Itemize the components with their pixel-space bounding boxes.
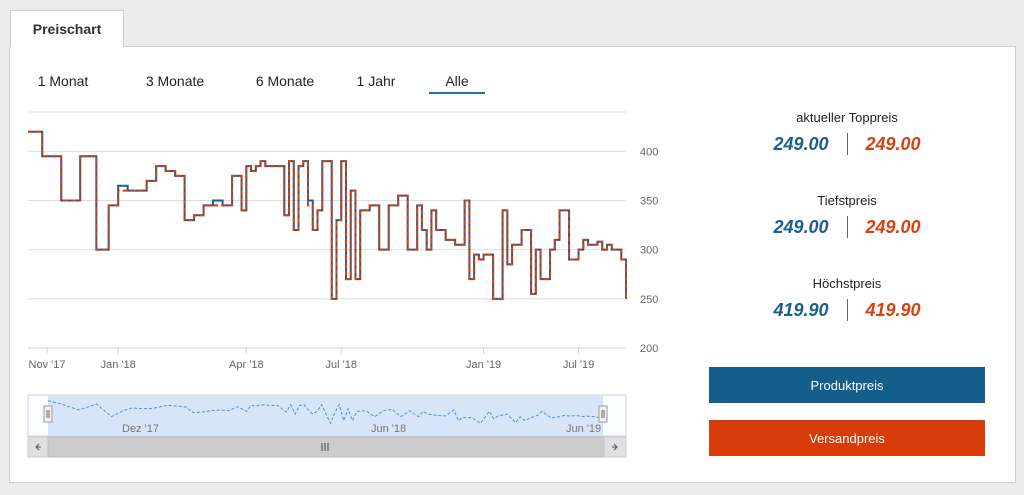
x-tick-label: Apr '18: [229, 359, 264, 371]
tab-preischart[interactable]: Preischart: [10, 10, 124, 47]
scroll-thumb[interactable]: [47, 436, 605, 458]
current-product-price: 249.00: [773, 133, 829, 154]
divider: [846, 133, 848, 155]
y-tick-label: 400: [640, 146, 658, 158]
range-6-monate[interactable]: 6 Monate: [255, 73, 315, 89]
summary-current-label: aktueller Toppreis: [796, 110, 898, 125]
x-tick-label: Jul '18: [326, 359, 357, 371]
y-tick-label: 300: [640, 245, 658, 257]
summary-lowest: Tiefstpreis 249.00 249.00: [707, 193, 987, 238]
navigator-right-handle[interactable]: [598, 405, 608, 423]
y-tick-label: 350: [640, 196, 658, 208]
summary-highest-label: Höchstpreis: [812, 276, 882, 291]
summary-highest: Höchstpreis 419.90 419.90: [707, 276, 987, 321]
scroll-grip-icon: [321, 443, 329, 451]
summary-lowest-label: Tiefstpreis: [817, 193, 877, 208]
produktpreis-button[interactable]: Produktpreis: [709, 367, 985, 403]
x-tick-label: Jan '19: [466, 359, 501, 371]
highest-shipping-price: 419.90: [865, 299, 921, 320]
x-axis-ticks: Nov '17 Jan '18 Apr '18 Jul '18 Jan '19 Jul '…: [29, 348, 594, 371]
navigator-label-jun-18: Jun '18: [371, 423, 406, 435]
arrow-right-icon: [612, 443, 618, 451]
chart-grid: [28, 111, 626, 349]
navigator-label-dez-17: Dez '17: [122, 423, 159, 435]
y-axis-labels: 200 250 300 350 400: [640, 146, 658, 355]
lowest-shipping-price: 249.00: [865, 216, 921, 237]
divider: [846, 299, 848, 321]
range-1-monat[interactable]: 1 Monat: [37, 73, 89, 89]
navigator-label-jun-19: Jun '19: [566, 423, 601, 435]
range-3-monate[interactable]: 3 Monate: [145, 73, 205, 89]
chart-series: [28, 130, 627, 300]
summary-current: aktueller Toppreis 249.00 249.00: [707, 110, 987, 155]
tab-bar: Preischart: [0, 0, 1024, 47]
navigator-selection: [48, 396, 603, 436]
arrow-left-icon: [35, 443, 41, 451]
navigator-left-handle[interactable]: [43, 405, 53, 423]
series-line-versandpreis: [28, 130, 627, 300]
highest-product-price: 419.90: [773, 299, 829, 320]
x-tick-label: Jul '19: [563, 359, 594, 371]
lowest-product-price: 249.00: [773, 216, 829, 237]
current-shipping-price: 249.00: [865, 133, 921, 154]
range-alle[interactable]: Alle: [429, 70, 485, 94]
x-tick-label: Jan '18: [101, 359, 136, 371]
divider: [846, 216, 848, 238]
y-tick-label: 250: [640, 294, 658, 306]
x-tick-label: Nov '17: [29, 359, 66, 371]
y-tick-label: 200: [640, 343, 658, 355]
range-1-jahr[interactable]: 1 Jahr: [356, 73, 396, 89]
versandpreis-button[interactable]: Versandpreis: [709, 420, 985, 456]
